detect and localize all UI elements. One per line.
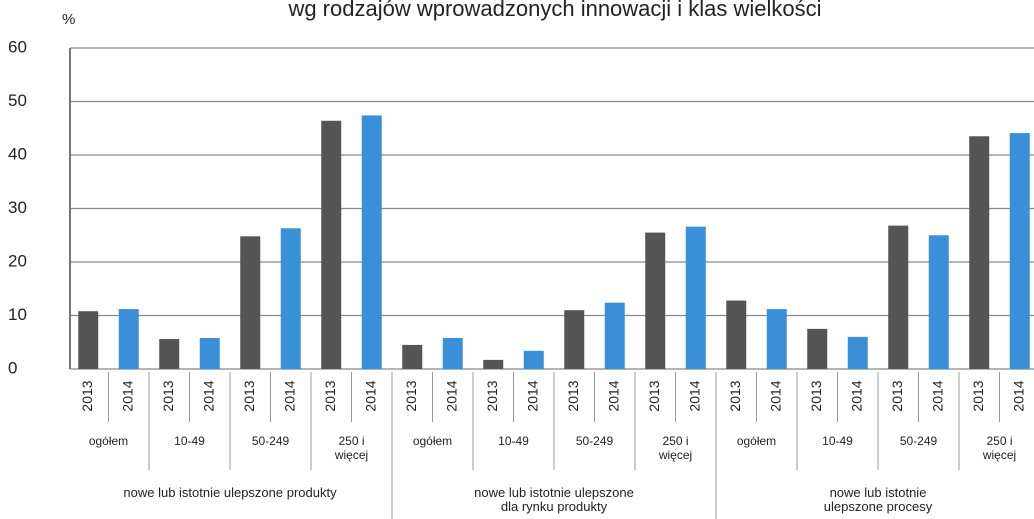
bar	[199, 337, 220, 369]
size-class-label: 50-249	[575, 434, 614, 448]
year-label: 2014	[119, 380, 135, 411]
bar	[807, 328, 828, 369]
year-label: 2013	[646, 380, 662, 411]
size-class-label: 250 i więcej	[982, 434, 1017, 462]
size-class-label: 10-49	[822, 434, 853, 448]
year-label: 2014	[281, 380, 297, 411]
bar	[483, 359, 504, 369]
bar	[402, 344, 423, 369]
year-label: 2014	[848, 380, 864, 411]
size-class-label: ogółem	[88, 434, 129, 448]
y-tick-label: 10	[8, 305, 27, 324]
size-class-label: 250 i więcej	[658, 434, 693, 462]
size-class-label: 250 i więcej	[334, 434, 369, 462]
year-label: 2013	[808, 380, 824, 411]
year-label: 2013	[160, 380, 176, 411]
year-label: 2014	[362, 380, 378, 411]
size-class-label: ogółem	[736, 434, 777, 448]
y-tick-label: 40	[8, 144, 27, 163]
year-label: 2013	[241, 380, 257, 411]
y-tick-label: 50	[8, 91, 27, 110]
size-class-label: 10-49	[174, 434, 205, 448]
y-tick-label: 20	[8, 251, 27, 270]
bar	[564, 310, 585, 369]
year-label: 2014	[443, 380, 459, 411]
bar	[928, 235, 949, 369]
bar	[726, 300, 747, 369]
bar	[888, 225, 909, 369]
bar	[240, 236, 261, 369]
year-label: 2013	[403, 380, 419, 411]
group-label: nowe lub istotnie ulepszone dla rynku pr…	[474, 485, 634, 514]
y-tick-label: 60	[8, 37, 27, 56]
year-label: 2014	[1010, 380, 1026, 411]
year-label: 2013	[727, 380, 743, 411]
size-class-label: 50-249	[251, 434, 290, 448]
bar	[685, 226, 706, 369]
y-axis-label: %	[62, 11, 75, 28]
year-label: 2014	[524, 380, 540, 411]
bar	[159, 339, 180, 369]
bar	[645, 232, 666, 369]
year-label: 2013	[970, 380, 986, 411]
bar	[1009, 133, 1030, 369]
year-label: 2014	[767, 380, 783, 411]
bar	[523, 350, 544, 369]
bar	[280, 228, 301, 369]
chart-title: wg rodzajów wprowadzonych innowacji i kl…	[287, 0, 821, 21]
bar	[442, 337, 463, 369]
year-label: 2013	[565, 380, 581, 411]
size-class-label: 50-249	[899, 434, 938, 448]
y-tick-label: 0	[8, 358, 17, 377]
bar	[78, 311, 99, 369]
bar	[847, 336, 868, 369]
size-class-label: ogółem	[412, 434, 453, 448]
year-label: 2013	[79, 380, 95, 411]
year-label: 2013	[889, 380, 905, 411]
group-label: nowe lub istotnie ulepszone produkty	[123, 485, 337, 500]
bar	[361, 115, 382, 369]
bar	[969, 136, 990, 369]
year-label: 2013	[322, 380, 338, 411]
year-label: 2014	[686, 380, 702, 411]
bar	[118, 309, 139, 369]
year-label: 2014	[605, 380, 621, 411]
bar	[604, 302, 625, 369]
year-label: 2013	[484, 380, 500, 411]
y-tick-label: 30	[8, 198, 27, 217]
group-label: nowe lub istotnie ulepszone procesy	[823, 485, 933, 514]
year-label: 2014	[200, 380, 216, 411]
year-label: 2014	[929, 380, 945, 411]
bar	[321, 120, 342, 369]
size-class-label: 10-49	[498, 434, 529, 448]
bar	[766, 309, 787, 369]
